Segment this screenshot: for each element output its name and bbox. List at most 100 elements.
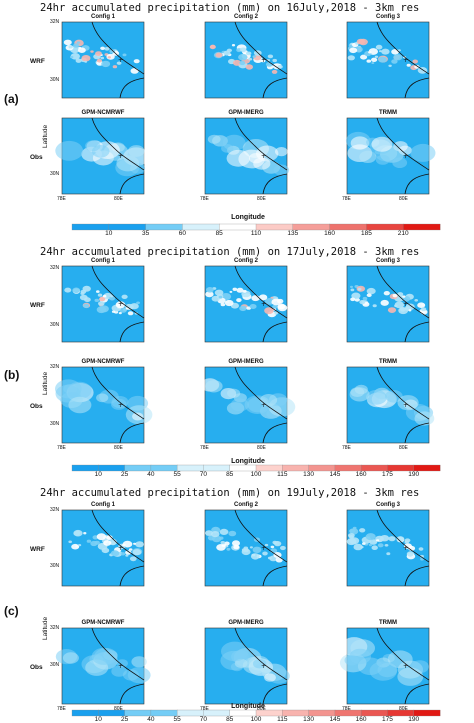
precip-cell <box>386 552 391 556</box>
precip-cell <box>375 44 383 50</box>
precip-cell <box>272 304 278 309</box>
panel-title: GPM-NCMRWF <box>81 359 125 365</box>
precip-cell <box>347 55 355 61</box>
precip-cell <box>385 390 403 403</box>
precip-cell <box>125 550 132 555</box>
colorbar-segment <box>108 223 147 231</box>
precip-cell <box>230 398 249 412</box>
precip-cell <box>240 47 247 53</box>
precip-cell <box>211 535 222 543</box>
precip-cell <box>420 557 424 561</box>
colorbar-tick-label: 160 <box>355 471 367 478</box>
precip-cell <box>366 293 372 298</box>
precip-cell <box>101 60 111 68</box>
panel-title: Config 1 <box>91 502 115 508</box>
station-marker: + <box>118 663 123 670</box>
precip-cell <box>414 411 435 426</box>
precip-cell <box>96 533 107 541</box>
colorbar-segment <box>71 223 110 231</box>
lat-tick-label: 32N <box>50 265 60 271</box>
colorbar-tick-label: 175 <box>381 716 393 723</box>
lon-tick-label: 80E <box>399 445 408 451</box>
precip-cell <box>410 143 436 162</box>
precip-cell <box>273 552 282 558</box>
precip-cell <box>246 51 252 56</box>
precip-cell <box>112 65 118 69</box>
colorbar-tick-label: 190 <box>408 716 420 723</box>
precip-cell <box>369 539 378 545</box>
row-label: Obs <box>30 664 43 671</box>
precip-cell <box>99 296 106 302</box>
precip-cell <box>95 51 102 56</box>
precip-cell <box>280 545 286 551</box>
precip-cell <box>68 540 72 544</box>
station-marker: + <box>118 57 123 64</box>
precip-cell <box>362 542 366 545</box>
colorbar-tick-label: 10 <box>105 230 113 237</box>
colorbar-tick-label: 185 <box>360 230 372 237</box>
colorbar-tick-label: 160 <box>355 716 367 723</box>
precip-cell <box>391 49 399 55</box>
station-marker: + <box>261 301 266 308</box>
lon-tick-label: 78E <box>57 445 66 451</box>
state-border-line <box>262 565 288 587</box>
precip-cell <box>118 312 122 315</box>
colorbar-tick-label: 160 <box>324 230 336 237</box>
precip-cell <box>366 389 387 405</box>
precip-cell <box>249 546 253 549</box>
state-border-line <box>404 321 430 343</box>
state-border-line <box>119 77 145 99</box>
lon-tick-label: 80E <box>114 445 123 451</box>
precip-cell <box>366 59 372 63</box>
precip-cell <box>72 287 81 294</box>
y-axis-title: Latitude <box>42 124 49 148</box>
precip-cell <box>349 47 358 54</box>
state-border-line <box>262 422 288 444</box>
precip-cell <box>404 540 409 544</box>
lon-tick-label: 78E <box>57 196 66 202</box>
precip-cell <box>264 543 269 547</box>
state-border-line <box>119 173 145 195</box>
row-label: WRF <box>30 546 45 553</box>
national-border-line <box>234 366 288 420</box>
lat-tick-label: 32N <box>50 19 60 25</box>
precip-cell <box>81 55 91 62</box>
precip-cell <box>127 311 134 316</box>
colorbar-tick-label: 55 <box>173 471 181 478</box>
colorbar-tick-label: 145 <box>329 471 341 478</box>
colorbar-tick-label: 25 <box>120 716 129 723</box>
precip-cell <box>273 164 290 176</box>
precip-cell <box>264 307 274 315</box>
colorbar-segment <box>413 464 441 472</box>
precip-cell <box>350 136 370 150</box>
precip-cell <box>406 63 411 67</box>
precip-cell <box>275 557 283 563</box>
colorbar-tick-label: 145 <box>329 716 341 723</box>
x-axis-title: Longitude <box>231 458 265 465</box>
precip-cell <box>232 540 240 547</box>
precip-cell <box>419 554 424 558</box>
precip-cell <box>280 307 284 310</box>
precip-cell <box>353 543 363 551</box>
precip-cell <box>371 136 393 152</box>
precip-cell <box>378 56 387 63</box>
precip-cell <box>277 64 283 69</box>
precip-cell <box>226 149 250 167</box>
precip-cell <box>402 295 406 298</box>
precip-cell <box>63 39 72 46</box>
precip-cell <box>368 543 373 547</box>
lon-tick-label: 78E <box>200 706 209 712</box>
station-marker: + <box>403 402 408 409</box>
precip-cell <box>116 61 122 65</box>
precip-cell <box>73 43 80 48</box>
precip-cell <box>380 535 390 542</box>
colorbar-tick-label: 100 <box>250 716 262 723</box>
precip-cell <box>392 293 398 298</box>
precip-cell <box>96 58 102 63</box>
panel-title: GPM-NCMRWF <box>81 620 125 626</box>
precip-cell <box>272 58 278 63</box>
precip-cell <box>70 55 74 59</box>
colorbar-tick-label: 70 <box>199 716 208 723</box>
precip-cell <box>383 291 390 296</box>
precip-cell <box>224 299 234 307</box>
